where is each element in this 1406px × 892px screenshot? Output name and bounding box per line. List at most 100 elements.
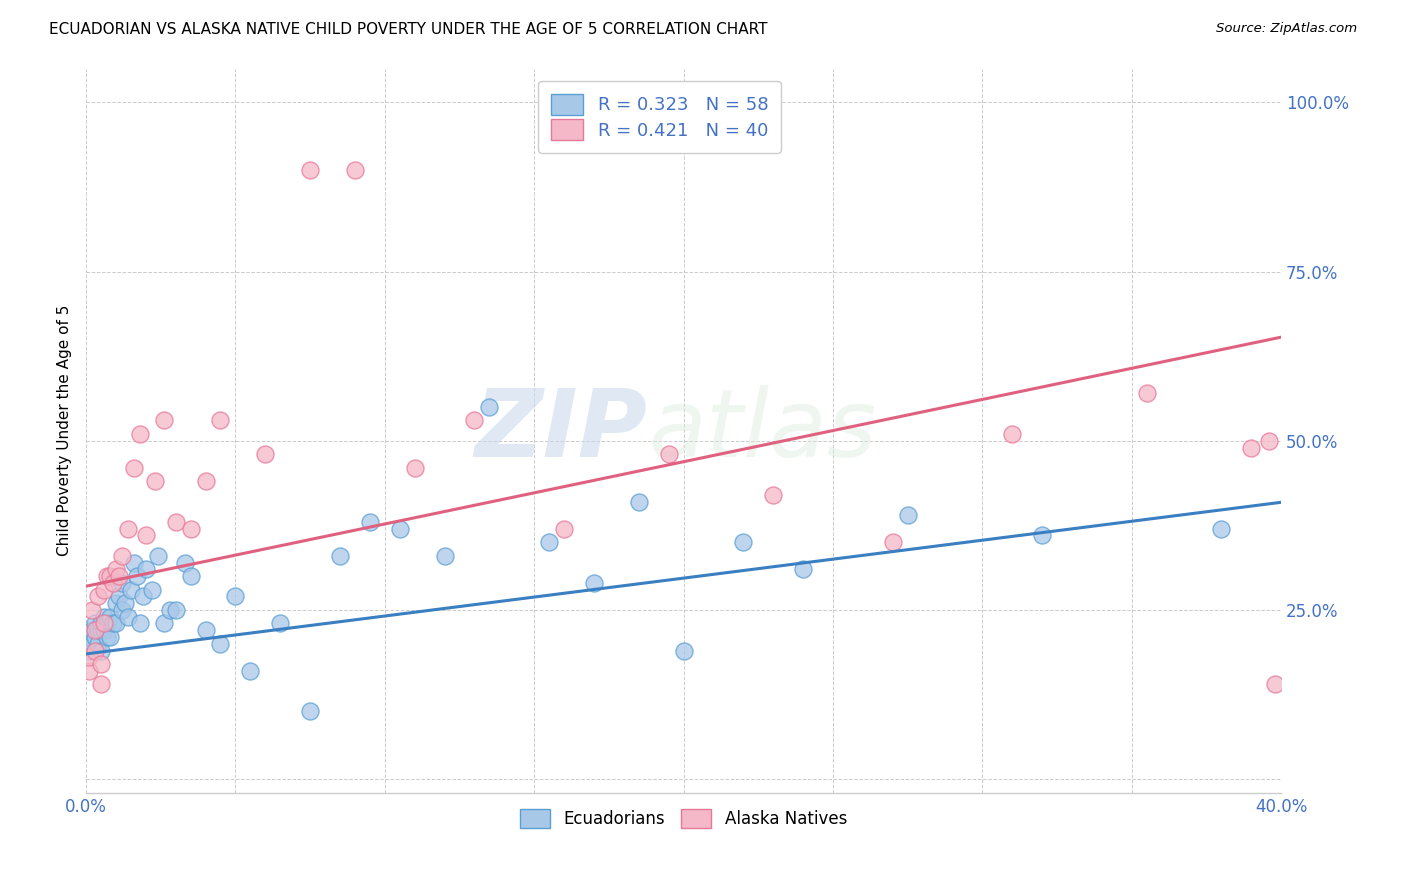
Point xyxy=(329,549,352,563)
Point xyxy=(90,643,112,657)
Point xyxy=(135,528,157,542)
Point xyxy=(194,475,217,489)
Point xyxy=(93,616,115,631)
Point xyxy=(87,637,110,651)
Point xyxy=(882,535,904,549)
Text: Source: ZipAtlas.com: Source: ZipAtlas.com xyxy=(1216,22,1357,36)
Point xyxy=(122,556,145,570)
Point xyxy=(108,569,131,583)
Point xyxy=(93,582,115,597)
Point xyxy=(146,549,169,563)
Point xyxy=(762,488,785,502)
Point xyxy=(101,616,124,631)
Point xyxy=(343,163,366,178)
Point xyxy=(122,460,145,475)
Point xyxy=(114,596,136,610)
Point xyxy=(87,590,110,604)
Point xyxy=(627,494,650,508)
Point xyxy=(111,603,134,617)
Point xyxy=(582,575,605,590)
Point xyxy=(104,596,127,610)
Point xyxy=(128,616,150,631)
Point xyxy=(658,447,681,461)
Point xyxy=(80,637,103,651)
Point xyxy=(1135,386,1157,401)
Point xyxy=(98,609,121,624)
Text: atlas: atlas xyxy=(648,385,876,476)
Point xyxy=(80,603,103,617)
Point xyxy=(111,575,134,590)
Point xyxy=(173,556,195,570)
Point xyxy=(98,630,121,644)
Point xyxy=(159,603,181,617)
Point xyxy=(1211,522,1233,536)
Point xyxy=(98,569,121,583)
Point xyxy=(209,637,232,651)
Point xyxy=(180,569,202,583)
Point xyxy=(165,515,187,529)
Point xyxy=(254,447,277,461)
Point xyxy=(77,650,100,665)
Point xyxy=(463,413,485,427)
Point xyxy=(96,630,118,644)
Point xyxy=(209,413,232,427)
Point xyxy=(120,582,142,597)
Point xyxy=(359,515,381,529)
Point xyxy=(538,535,561,549)
Point xyxy=(77,630,100,644)
Point xyxy=(77,664,100,678)
Point xyxy=(90,616,112,631)
Point xyxy=(224,590,246,604)
Point xyxy=(1240,441,1263,455)
Point xyxy=(101,575,124,590)
Point xyxy=(125,569,148,583)
Point xyxy=(299,163,322,178)
Point xyxy=(1264,677,1286,691)
Point xyxy=(553,522,575,536)
Point xyxy=(1001,427,1024,442)
Y-axis label: Child Poverty Under the Age of 5: Child Poverty Under the Age of 5 xyxy=(58,305,72,557)
Point xyxy=(135,562,157,576)
Point xyxy=(80,624,103,638)
Point xyxy=(87,624,110,638)
Point xyxy=(132,590,155,604)
Point xyxy=(299,705,322,719)
Point xyxy=(733,535,755,549)
Point xyxy=(269,616,291,631)
Point xyxy=(165,603,187,617)
Point xyxy=(96,569,118,583)
Point xyxy=(152,413,174,427)
Point xyxy=(96,616,118,631)
Point xyxy=(152,616,174,631)
Point xyxy=(90,677,112,691)
Point xyxy=(143,475,166,489)
Text: ECUADORIAN VS ALASKA NATIVE CHILD POVERTY UNDER THE AGE OF 5 CORRELATION CHART: ECUADORIAN VS ALASKA NATIVE CHILD POVERT… xyxy=(49,22,768,37)
Point xyxy=(84,643,107,657)
Point xyxy=(239,664,262,678)
Point xyxy=(141,582,163,597)
Point xyxy=(194,624,217,638)
Point xyxy=(90,624,112,638)
Point xyxy=(117,609,139,624)
Point xyxy=(90,657,112,671)
Point xyxy=(404,460,426,475)
Point xyxy=(111,549,134,563)
Point xyxy=(117,522,139,536)
Point xyxy=(478,400,501,414)
Point xyxy=(93,624,115,638)
Point xyxy=(180,522,202,536)
Point xyxy=(84,624,107,638)
Point xyxy=(84,616,107,631)
Point xyxy=(388,522,411,536)
Point xyxy=(104,616,127,631)
Point xyxy=(672,643,695,657)
Point xyxy=(108,590,131,604)
Point xyxy=(896,508,918,523)
Point xyxy=(93,609,115,624)
Point xyxy=(128,427,150,442)
Legend: Ecuadorians, Alaska Natives: Ecuadorians, Alaska Natives xyxy=(513,803,853,835)
Point xyxy=(1258,434,1281,448)
Point xyxy=(104,562,127,576)
Point xyxy=(433,549,456,563)
Point xyxy=(77,643,100,657)
